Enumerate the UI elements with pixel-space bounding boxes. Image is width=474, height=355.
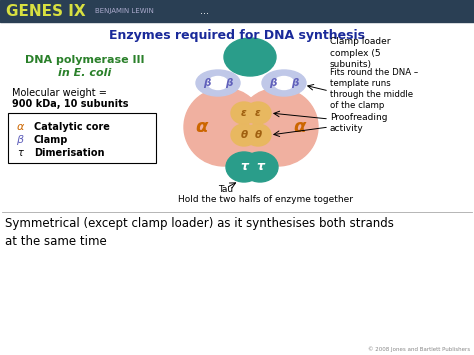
Text: θ: θ	[255, 130, 262, 140]
Ellipse shape	[226, 152, 262, 182]
Text: Fits round the DNA –
template runs
through the middle
of the clamp: Fits round the DNA – template runs throu…	[330, 68, 418, 110]
Ellipse shape	[245, 124, 271, 146]
Text: Dimerisation: Dimerisation	[34, 148, 104, 158]
Text: Clamp loader
complex (5
subunits): Clamp loader complex (5 subunits)	[330, 37, 391, 69]
Text: Enzymes required for DNA synthesis: Enzymes required for DNA synthesis	[109, 28, 365, 42]
Text: ε: ε	[241, 108, 247, 118]
Text: τ: τ	[256, 160, 264, 174]
Ellipse shape	[231, 102, 257, 124]
Text: α: α	[196, 118, 208, 136]
Text: DNA polymerase III: DNA polymerase III	[25, 55, 145, 65]
Text: α: α	[16, 122, 24, 132]
Text: β: β	[203, 78, 210, 88]
Ellipse shape	[196, 70, 240, 96]
Text: Proofreading
activity: Proofreading activity	[330, 113, 388, 133]
Ellipse shape	[274, 76, 294, 89]
Ellipse shape	[245, 102, 271, 124]
Text: GENES IX: GENES IX	[6, 4, 86, 18]
Text: β: β	[17, 135, 24, 145]
Ellipse shape	[238, 88, 318, 166]
Text: in E. coli: in E. coli	[58, 68, 112, 78]
Text: Catalytic core: Catalytic core	[34, 122, 110, 132]
Text: β: β	[225, 78, 233, 88]
Ellipse shape	[231, 124, 257, 146]
Bar	[8, 113, 156, 163]
Text: Molecular weight =: Molecular weight =	[12, 88, 107, 98]
Ellipse shape	[242, 152, 278, 182]
Bar	[0, 0, 474, 22]
Text: BENJAMIN LEWIN: BENJAMIN LEWIN	[95, 8, 154, 14]
Text: θ: θ	[240, 130, 247, 140]
Text: © 2008 Jones and Bartlett Publishers: © 2008 Jones and Bartlett Publishers	[368, 346, 470, 352]
Text: α: α	[294, 118, 306, 136]
Text: ...: ...	[200, 6, 209, 16]
Ellipse shape	[262, 70, 306, 96]
Text: 900 kDa, 10 subunits: 900 kDa, 10 subunits	[12, 99, 128, 109]
Text: Hold the two halfs of enzyme together: Hold the two halfs of enzyme together	[178, 195, 353, 203]
Text: β: β	[292, 78, 299, 88]
Text: Tau: Tau	[218, 185, 233, 193]
Text: τ: τ	[17, 148, 23, 158]
Ellipse shape	[224, 38, 276, 76]
Text: τ: τ	[240, 160, 248, 174]
Text: ε: ε	[255, 108, 261, 118]
Text: Symmetrical (except clamp loader) as it synthesises both strands
at the same tim: Symmetrical (except clamp loader) as it …	[5, 217, 394, 248]
Text: Clamp: Clamp	[34, 135, 68, 145]
Text: β: β	[269, 78, 277, 88]
Ellipse shape	[208, 76, 228, 89]
Ellipse shape	[184, 88, 264, 166]
